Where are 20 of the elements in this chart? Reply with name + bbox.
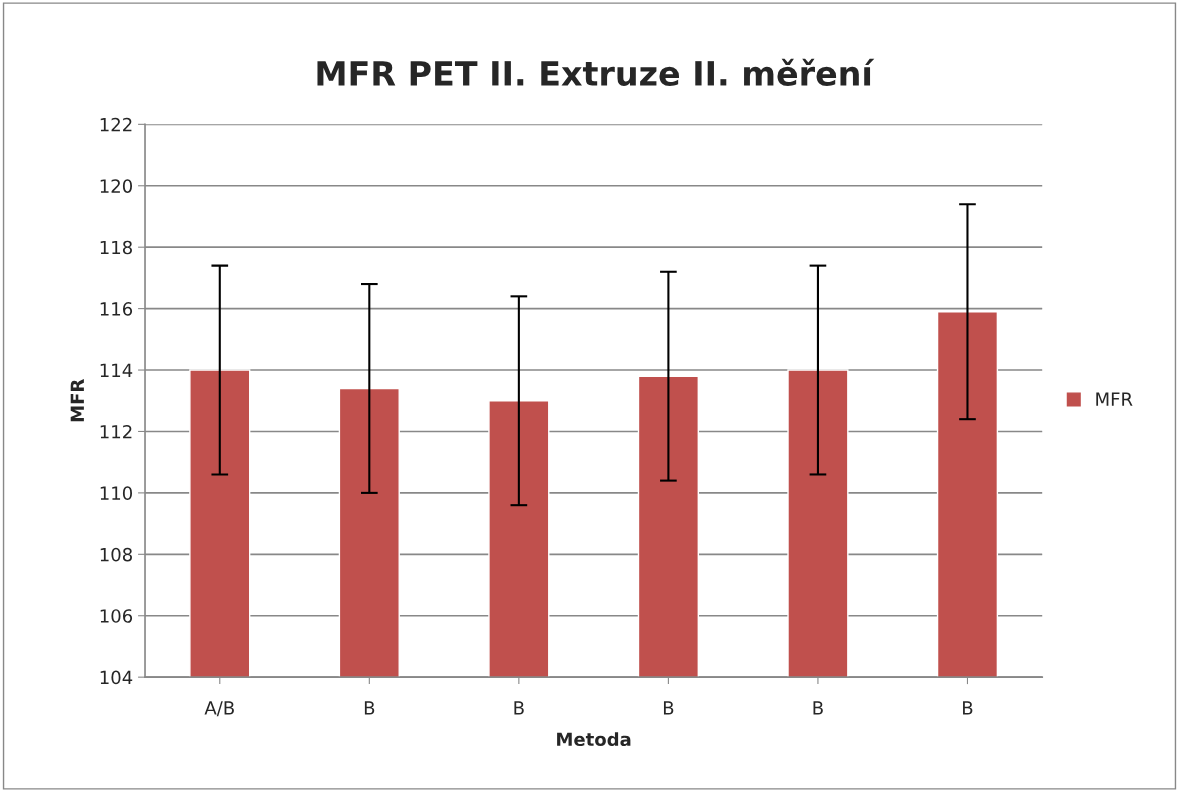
x-tick-label: B	[963, 701, 973, 715]
x-tick-label: B	[663, 701, 674, 715]
x-tick-label: B	[813, 701, 823, 715]
x-axis-title: Metoda	[557, 732, 631, 747]
y-tick-label: 110	[100, 486, 133, 500]
x-tick-label: B	[514, 701, 524, 715]
x-tick-label: B	[364, 701, 375, 715]
x-tick-label: A/B	[204, 701, 234, 717]
y-tick-label: 106	[100, 609, 133, 623]
y-tick-label: 116	[100, 302, 133, 316]
legend-label: MFR	[1096, 392, 1133, 406]
y-axis-title: MFR	[70, 379, 84, 422]
chart-title: MFR PET II. Extruze II. měření	[317, 58, 875, 86]
y-tick-label: 118	[100, 240, 132, 255]
y-tick-label: 112	[100, 424, 132, 439]
y-tick-label: 104	[100, 670, 133, 685]
y-tick-label: 120	[100, 179, 133, 193]
y-tick-label: 114	[100, 363, 133, 377]
y-tick-label: 122	[100, 117, 132, 132]
y-tick-label: 108	[100, 547, 132, 562]
